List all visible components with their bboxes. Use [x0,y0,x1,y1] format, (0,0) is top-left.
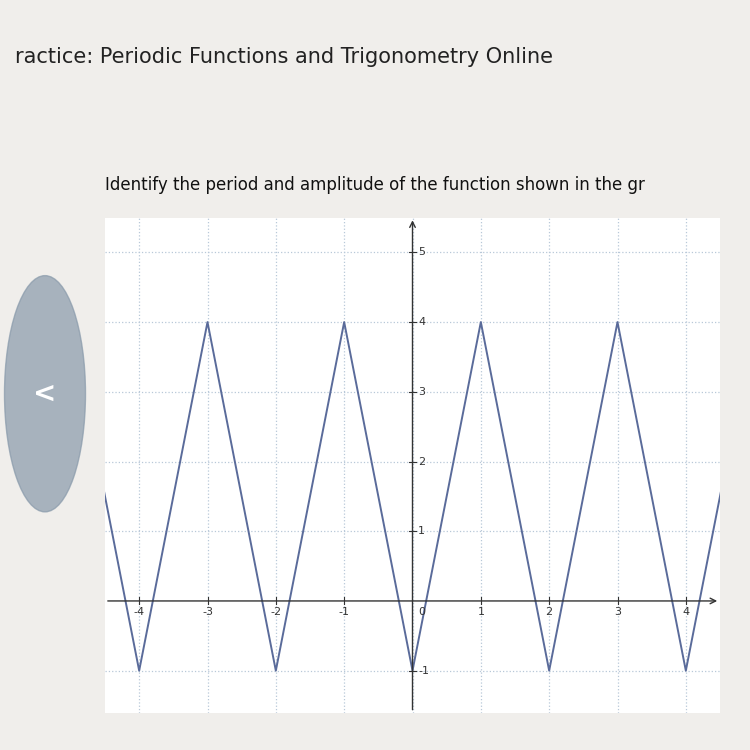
Text: -1: -1 [339,607,350,616]
Text: 3: 3 [614,607,621,616]
Text: 3: 3 [418,387,425,397]
Text: 4: 4 [418,317,425,327]
Text: -3: -3 [202,607,213,616]
Text: 1: 1 [477,607,484,616]
Text: 4: 4 [682,607,689,616]
Text: -1: -1 [418,666,429,676]
Text: <: < [33,380,57,408]
Text: 2: 2 [418,457,425,466]
Text: 5: 5 [418,248,425,257]
Text: -4: -4 [134,607,145,616]
Text: 2: 2 [545,607,553,616]
Text: -2: -2 [270,607,281,616]
Text: 0: 0 [418,607,425,616]
Text: Identify the period and amplitude of the function shown in the gr: Identify the period and amplitude of the… [105,176,645,194]
Circle shape [4,276,86,512]
Text: ractice: Periodic Functions and Trigonometry Online: ractice: Periodic Functions and Trigonom… [15,47,553,68]
Text: 1: 1 [418,526,425,536]
